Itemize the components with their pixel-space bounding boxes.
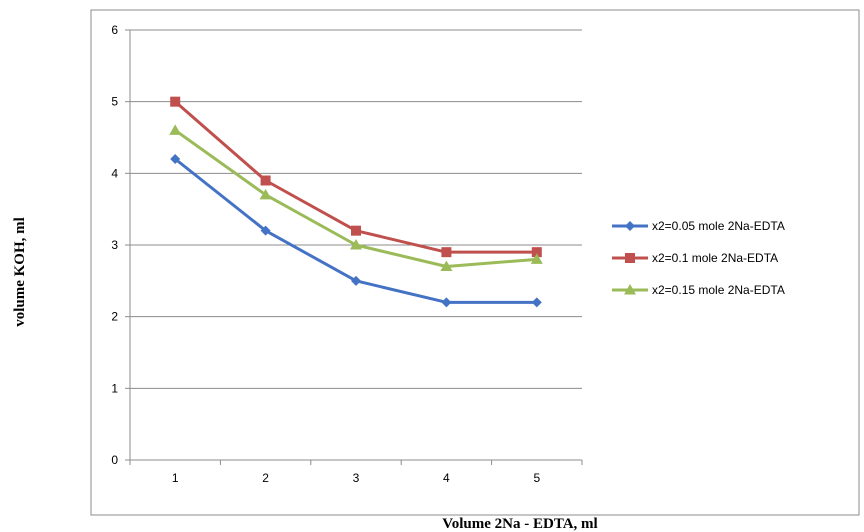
data-point: [260, 225, 271, 236]
data-point: [350, 239, 362, 250]
data-point: [259, 188, 272, 200]
x-axis-title: Volume 2Na - EDTA, ml: [442, 516, 597, 532]
series-3: [169, 124, 543, 271]
data-point: [170, 154, 181, 164]
y-tick-label: 0: [111, 453, 118, 467]
x-tick-label: 3: [353, 471, 360, 485]
chart-area-border: [90, 9, 860, 516]
x-tick-label: 5: [533, 471, 540, 485]
x-tick-labels: 1 2 3 4 5: [172, 471, 541, 485]
series-2: [170, 96, 542, 258]
series-1: [170, 154, 542, 308]
legend-item: x2=0.1 mole 2Na-EDTA: [612, 251, 778, 265]
legend-marker: [625, 221, 635, 231]
legend-label: x2=0.1 mole 2Na-EDTA: [652, 251, 778, 265]
y-axis-title: volume KOH, ml: [12, 217, 28, 327]
data-point: [169, 124, 182, 135]
y-tick-label: 1: [111, 381, 118, 395]
data-point: [440, 260, 453, 271]
y-tick-label: 6: [111, 23, 118, 37]
data-point: [531, 247, 542, 258]
series-layer: [169, 96, 543, 308]
data-point: [351, 275, 361, 286]
gridlines: [130, 29, 582, 389]
axes: [125, 29, 583, 465]
x-tick-label: 2: [262, 471, 269, 485]
data-point: [441, 247, 452, 258]
x-tick-label: 4: [443, 471, 450, 485]
data-point: [530, 253, 543, 264]
data-point: [260, 175, 271, 186]
data-point: [441, 297, 452, 308]
legend-marker: [625, 253, 635, 263]
y-tick-label: 3: [111, 238, 118, 252]
legend-marker: [624, 284, 636, 295]
y-tick-label: 5: [111, 95, 118, 109]
data-point: [351, 225, 361, 236]
legend-label: x2=0.15 mole 2Na-EDTA: [652, 283, 785, 297]
legend: x2=0.05 mole 2Na-EDTA x2=0.1 mole 2Na-EDT…: [612, 219, 785, 297]
y-tick-label: 4: [111, 166, 118, 180]
y-tick-label: 2: [111, 310, 118, 324]
data-point: [531, 297, 542, 308]
legend-item: x2=0.15 mole 2Na-EDTA: [612, 283, 785, 297]
x-tick-label: 1: [172, 471, 179, 485]
legend-item: x2=0.05 mole 2Na-EDTA: [612, 219, 785, 233]
y-tick-labels: 0 1 2 3 4 5 6: [111, 23, 118, 467]
data-point: [170, 96, 181, 107]
legend-label: x2=0.05 mole 2Na-EDTA: [652, 219, 785, 233]
